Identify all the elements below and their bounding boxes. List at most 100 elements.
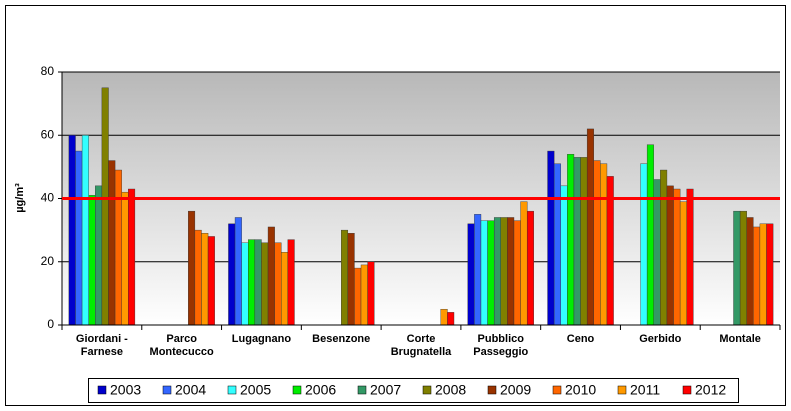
x-tick-label: Giordani - Farnese (75, 333, 128, 358)
bar (640, 163, 648, 326)
legend-swatch (227, 385, 237, 395)
bar (753, 226, 761, 326)
bar (679, 201, 687, 326)
x-tick-label: Lugagnano (231, 333, 292, 345)
bar (440, 308, 448, 326)
x-tick-label: Pubblico Passeggio (473, 333, 529, 358)
bar (653, 179, 661, 326)
bar (500, 217, 508, 326)
bar (447, 312, 455, 326)
bar (467, 223, 475, 326)
legend-label: 2006 (305, 382, 336, 398)
legend-swatch (162, 385, 172, 395)
legend-swatch (487, 385, 497, 395)
bar (95, 185, 103, 326)
legend-label: 2008 (435, 382, 466, 398)
legend-swatch (97, 385, 107, 395)
x-tick-label: Parco Montecucco (149, 333, 214, 358)
bar (600, 163, 608, 326)
bar (673, 188, 681, 326)
bar (68, 135, 76, 326)
bar (360, 264, 368, 326)
bar (241, 242, 249, 326)
bar (660, 169, 668, 326)
bar (254, 239, 262, 326)
legend-label: 2012 (695, 382, 726, 398)
bar (746, 217, 754, 326)
legend-label: 2005 (240, 382, 271, 398)
bar (526, 210, 534, 326)
bar (520, 201, 528, 326)
bar (474, 214, 482, 326)
bar (101, 87, 109, 326)
bar (248, 239, 256, 326)
legend-label: 2003 (110, 382, 141, 398)
legend-swatch (682, 385, 692, 395)
bar (593, 160, 601, 326)
x-tick-label: Montale (719, 333, 761, 345)
legend-swatch (292, 385, 302, 395)
y-tick-label: 80 (41, 64, 55, 78)
frame (5, 5, 786, 406)
y-tick-label: 60 (41, 127, 55, 141)
bar (666, 185, 674, 326)
bar (228, 223, 236, 326)
bar (367, 261, 375, 326)
bar (487, 220, 495, 326)
bar (480, 220, 488, 326)
bar (739, 210, 747, 326)
bar (114, 169, 122, 326)
bar (128, 188, 136, 326)
y-tick-label: 0 (47, 317, 54, 331)
bar (573, 157, 581, 326)
bar (759, 223, 767, 326)
bar (513, 220, 521, 326)
legend-label: 2007 (370, 382, 401, 398)
bar (547, 150, 555, 326)
bar (261, 242, 269, 326)
bar (646, 144, 654, 326)
y-tick-label: 20 (41, 254, 55, 268)
legend-label: 2004 (175, 382, 206, 398)
bar (287, 239, 295, 326)
legend-swatch (422, 385, 432, 395)
bar (274, 242, 282, 326)
bar (507, 217, 515, 326)
y-axis-label: µg/m³ (14, 183, 26, 213)
bar (567, 154, 575, 326)
x-tick-label: Ceno (566, 333, 595, 345)
legend-swatch (617, 385, 627, 395)
legend-swatch (552, 385, 562, 395)
legend-label: 2011 (630, 382, 660, 398)
bar (281, 252, 289, 326)
legend-label: 2010 (565, 382, 596, 398)
bar (188, 210, 196, 326)
bar (553, 163, 561, 326)
bar (580, 157, 588, 326)
bar (194, 229, 202, 326)
y-tick-label: 40 (41, 191, 55, 205)
x-tick-label: Besenzone (312, 333, 371, 345)
bar (75, 150, 83, 326)
bar (201, 233, 209, 326)
x-tick-label: Gerbido (639, 333, 682, 345)
legend-label: 2009 (500, 382, 531, 398)
bar (267, 226, 275, 326)
legend-swatch (357, 385, 367, 395)
bar (766, 223, 774, 326)
legend-box (88, 378, 739, 403)
bar (347, 233, 355, 326)
x-tick-label: Corte Brugnatella (390, 333, 452, 358)
bar (81, 135, 89, 326)
bar (733, 210, 741, 326)
bar (341, 229, 349, 326)
bar (88, 195, 96, 326)
bar (108, 160, 116, 326)
bar (234, 217, 242, 326)
bar (560, 185, 568, 326)
bar (354, 267, 362, 326)
bar (493, 217, 501, 326)
bar (121, 191, 129, 326)
